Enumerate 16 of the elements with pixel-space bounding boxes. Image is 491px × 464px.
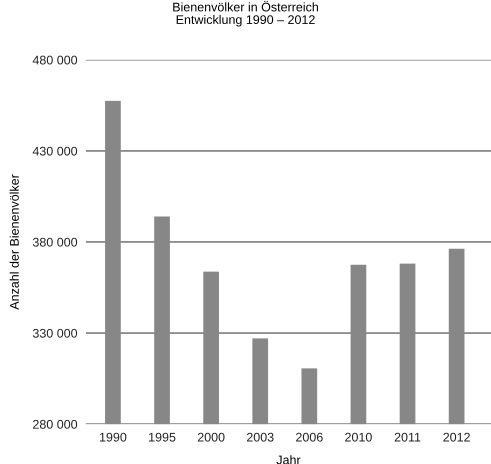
y-tick-label: 380 000 (32, 238, 78, 247)
x-tick-label: 2003 (246, 432, 274, 442)
x-tick-label: 1990 (100, 432, 126, 442)
x-tick-label: 2006 (296, 432, 323, 442)
x-tick-label: 2012 (443, 432, 470, 442)
x-axis-title: Jahr (276, 455, 300, 464)
x-tick-label: 2011 (394, 432, 420, 442)
x-tick-label: 2010 (345, 432, 372, 442)
x-tick-label: 2000 (198, 432, 225, 442)
x-tick-label: 1995 (149, 432, 176, 442)
y-tick-label: 430 000 (32, 146, 78, 156)
chart-title: Bienenvölker in Österreich Entwicklung 1990 – 2012 (173, 0, 318, 27)
y-tick-label: 330 000 (32, 328, 78, 338)
y-tick-label: 280 000 (33, 420, 78, 429)
y-axis-title: Anzahl der Bienenvölker (10, 174, 19, 310)
y-tick-label: 480 000 (32, 56, 78, 65)
